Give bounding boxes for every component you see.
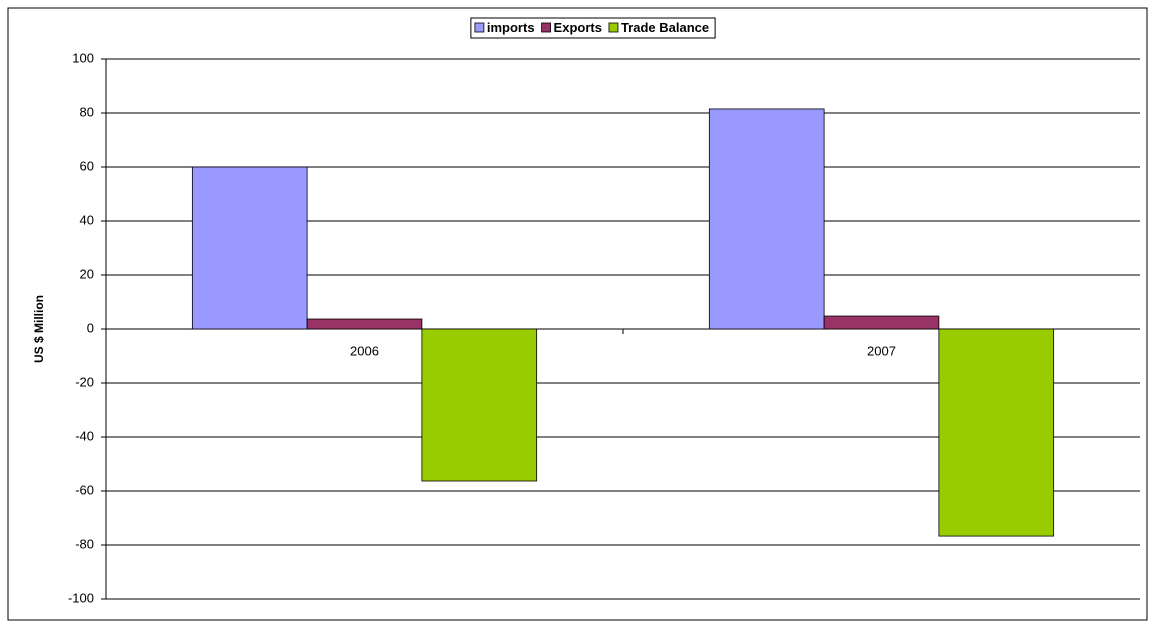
y-tick-label: -20 (75, 374, 94, 389)
x-tick-label: 2006 (350, 343, 379, 358)
legend-swatch (608, 22, 619, 33)
y-tick-label: -40 (75, 428, 94, 443)
legend-swatch (541, 22, 551, 33)
legend: imports Exports Trade Balance (470, 17, 716, 39)
y-tick-label: 80 (80, 104, 94, 119)
bar (191, 166, 308, 330)
y-tick-label: 60 (80, 158, 94, 173)
y-tick-label: -80 (75, 536, 94, 551)
y-tick-label: 20 (80, 266, 94, 281)
y-tick-label: -60 (75, 482, 94, 497)
y-tick-label: 40 (80, 212, 94, 227)
y-tick-label: 100 (72, 50, 94, 65)
legend-label: imports (487, 20, 535, 35)
legend-label: Trade Balance (621, 20, 709, 35)
x-tick-label: 2007 (867, 343, 896, 358)
y-axis-label: US $ Million (32, 295, 46, 363)
legend-label: Exports (554, 20, 602, 35)
bar (421, 328, 538, 482)
y-tick-label: 0 (87, 320, 94, 335)
bar (306, 318, 423, 330)
bar (938, 328, 1055, 537)
legend-swatch (474, 22, 485, 33)
legend-box (470, 17, 716, 39)
bar (708, 108, 825, 330)
y-tick-label: -100 (68, 590, 94, 605)
bar (823, 315, 940, 330)
